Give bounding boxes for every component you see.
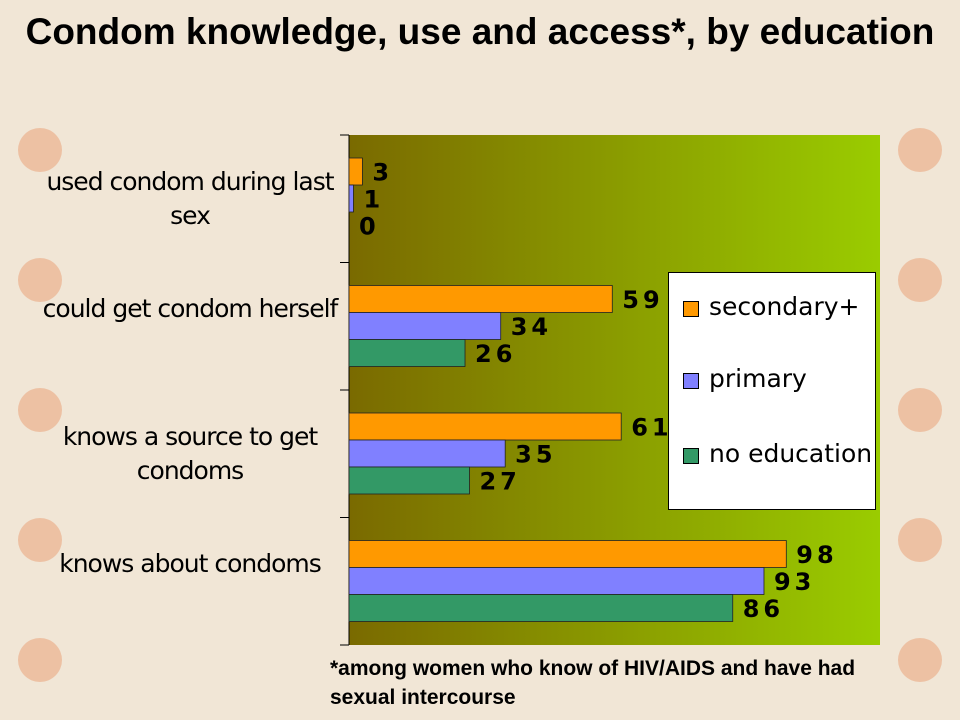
category-label: could get condom herself [42,294,339,324]
legend: secondary+ primary no education [668,272,876,510]
value-label: 3 [372,159,393,187]
bar [348,439,506,468]
value-label: 93 [774,568,815,596]
footnote: *among women who know of HIV/AIDS and ha… [330,657,856,709]
value-label: 27 [479,468,520,496]
value-label: 1 [363,186,384,214]
value-label: 35 [515,441,556,469]
category-label: used condom during last sex [46,166,334,230]
value-label: 86 [743,595,784,623]
value-label: 26 [475,340,516,368]
bar [348,540,787,568]
decoration [18,128,942,682]
category-label: knows a source to get condoms [62,421,318,485]
value-label: 98 [796,541,837,569]
legend-label: primary [709,364,807,393]
bar [348,157,363,186]
value-label: 0 [359,213,380,241]
bar [348,412,622,441]
legend-swatch [683,448,699,464]
bar [348,567,765,595]
value-label: 34 [511,313,552,341]
bar [348,312,502,340]
legend-swatch [683,373,699,389]
value-label: 61 [631,414,672,442]
legend-label: secondary+ [709,292,860,321]
bar [348,339,466,367]
bar [348,594,734,622]
category-label: knows about condoms [59,549,322,579]
legend-swatch [683,301,699,317]
chart-title: Condom knowledge, use and access*, by ed… [25,11,935,52]
value-label: 59 [622,286,663,314]
legend-label: no education [709,439,873,468]
bar [348,285,613,313]
bar [348,184,354,213]
bar [348,466,470,495]
